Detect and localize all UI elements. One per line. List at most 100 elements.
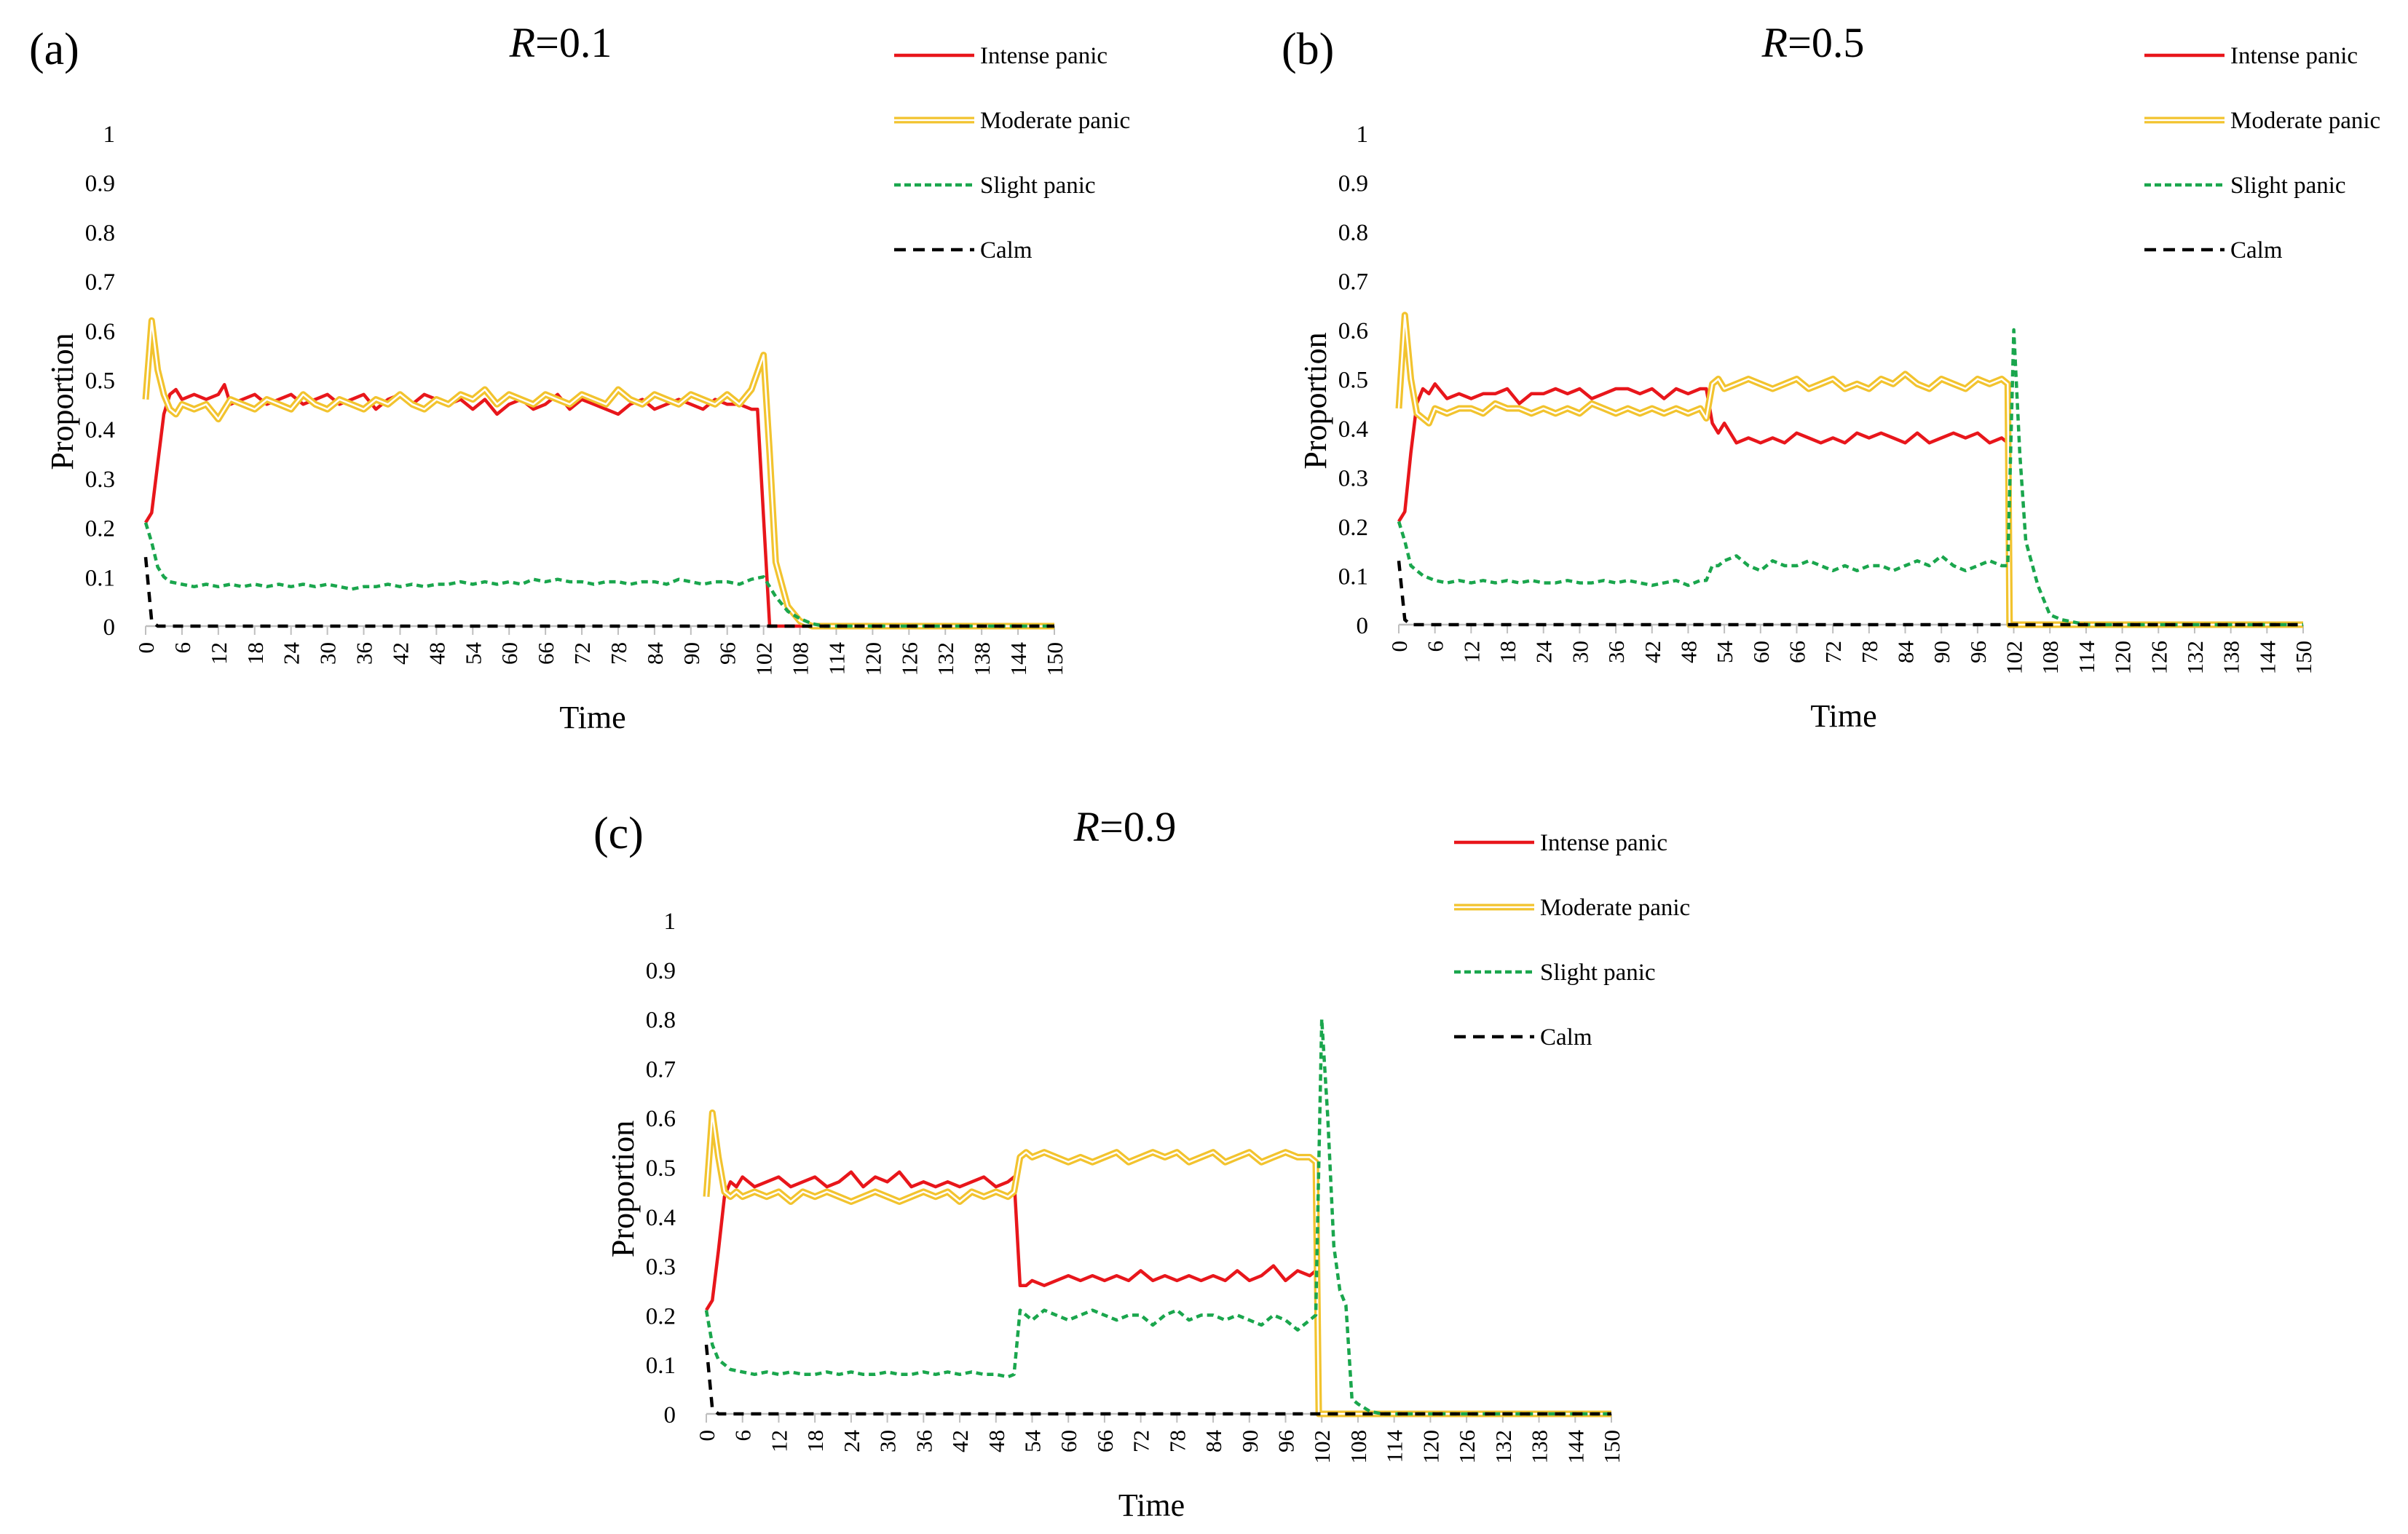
y-tick-label: 0.6 [85, 319, 115, 345]
x-tick-label: 150 [2291, 641, 2316, 675]
x-tick-label: 90 [1929, 641, 1954, 663]
y-tick-label: 0.1 [85, 565, 115, 591]
x-tick-label: 126 [2146, 641, 2171, 675]
legend-label: Calm [1540, 1024, 1592, 1051]
y-tick-label: 1 [1357, 122, 1369, 148]
x-tick-label: 48 [424, 642, 449, 665]
y-tick-label: 0.7 [646, 1056, 676, 1083]
y-tick-label: 0.2 [646, 1303, 676, 1329]
y-tick-label: 0.8 [646, 1008, 676, 1034]
chart-title: R=0.5 [1761, 19, 1865, 66]
legend-label: Intense panic [1540, 830, 1667, 856]
y-tick-label: 0.9 [646, 958, 676, 984]
y-tick-label: 0.2 [85, 516, 115, 542]
x-tick-label: 114 [2074, 641, 2099, 674]
x-tick-label: 84 [1201, 1430, 1226, 1453]
legend-label: Slight panic [2230, 173, 2346, 199]
x-tick-label: 60 [1748, 641, 1774, 663]
chart-title-variable: R [1073, 803, 1100, 850]
x-tick-label: 96 [1965, 641, 1991, 663]
legend-label: Moderate panic [2230, 108, 2380, 134]
chart-title-value: =0.1 [535, 19, 612, 66]
y-tick-label: 0 [103, 614, 116, 641]
x-tick-label: 138 [969, 642, 995, 676]
chart-title-variable: R [1761, 19, 1788, 66]
x-tick-label: 6 [1423, 641, 1448, 652]
x-tick-label: 66 [533, 642, 558, 665]
y-tick-label: 0.5 [1338, 368, 1368, 394]
chart-title-variable: R [509, 19, 535, 66]
x-tick-label: 126 [896, 642, 922, 676]
chart-panel-c: (c) R=0.900.10.20.30.40.50.60.70.80.910 6 1… [593, 803, 1690, 1523]
legend-label: Calm [980, 237, 1033, 264]
x-axis-label: Time [559, 700, 625, 735]
y-tick-label: 0 [1357, 613, 1369, 639]
y-axis-label: Proportion [44, 333, 80, 470]
series-calm-line [1397, 561, 2303, 627]
x-tick-label: 6 [730, 1430, 756, 1442]
x-tick-label: 54 [1019, 1430, 1045, 1453]
x-tick-label: 72 [569, 642, 595, 665]
x-tick-label: 12 [766, 1430, 792, 1452]
x-tick-label: 84 [1893, 641, 1919, 664]
series-moderate-panic-line-inner [1397, 314, 2303, 626]
legend-label: Slight panic [1540, 960, 1656, 986]
x-tick-label: 150 [1599, 1430, 1625, 1464]
series-intense-panic-line [1397, 382, 2303, 627]
x-tick-label: 120 [860, 642, 885, 676]
x-tick-label: 120 [2110, 641, 2136, 675]
y-tick-label: 0.2 [1338, 515, 1368, 541]
x-tick-label: 96 [1274, 1430, 1299, 1452]
y-axis-label: Proportion [1298, 332, 1333, 469]
x-tick-label: 144 [1563, 1430, 1588, 1464]
y-tick-label: 0.4 [646, 1205, 676, 1231]
x-tick-label: 84 [642, 642, 668, 665]
x-tick-label: 138 [1527, 1430, 1552, 1464]
x-tick-label: 18 [242, 642, 268, 665]
series-moderate-panic-line [142, 317, 1054, 630]
x-tick-label: 36 [352, 642, 377, 665]
x-tick-label: 114 [1382, 1430, 1408, 1463]
x-tick-label: 138 [2219, 641, 2244, 675]
x-tick-label: 132 [1491, 1430, 1516, 1464]
y-tick-label: 0 [664, 1402, 676, 1428]
legend-label: Moderate panic [1540, 895, 1690, 921]
series-moderate-panic-line-inner [144, 320, 1054, 628]
x-tick-label: 78 [1857, 641, 1882, 663]
x-tick-label: 54 [460, 642, 486, 665]
y-tick-label: 0.7 [1338, 269, 1368, 296]
chart-title: R=0.9 [1073, 803, 1177, 850]
x-axis-label: Time [1810, 698, 1876, 734]
x-tick-label: 66 [1092, 1430, 1118, 1452]
x-tick-label: 24 [839, 1430, 864, 1453]
series-moderate-panic-line-inner [705, 1112, 1611, 1415]
series-moderate-panic-line-outer [703, 1109, 1611, 1418]
x-tick-label: 72 [1820, 641, 1846, 663]
x-tick-label: 0 [133, 642, 159, 654]
x-tick-label: 72 [1129, 1430, 1154, 1452]
y-tick-label: 0.5 [646, 1155, 676, 1182]
x-tick-label: 96 [715, 642, 741, 665]
x-tick-label: 126 [1454, 1430, 1480, 1464]
y-tick-label: 0.8 [1338, 220, 1368, 246]
chart-panel-b: (b) R=0.500.10.20.30.40.50.60.70.80.910 6 1… [1282, 19, 2380, 734]
y-tick-label: 0.3 [646, 1254, 676, 1281]
legend-label: Intense panic [2230, 43, 2358, 69]
y-tick-label: 0.1 [646, 1353, 676, 1379]
x-tick-label: 30 [315, 642, 341, 665]
x-tick-label: 42 [947, 1430, 973, 1452]
y-tick-label: 0.4 [85, 417, 115, 443]
x-tick-label: 48 [1675, 641, 1701, 663]
x-tick-label: 36 [1603, 641, 1629, 663]
x-tick-label: 0 [694, 1430, 719, 1442]
chart-title: R=0.1 [509, 19, 612, 66]
y-tick-label: 1 [103, 122, 116, 148]
series-intense-panic-line [144, 383, 1054, 628]
x-tick-label: 144 [2254, 641, 2280, 675]
x-tick-label: 18 [1495, 641, 1520, 663]
x-tick-label: 108 [788, 642, 813, 676]
x-tick-label: 60 [497, 642, 522, 665]
legend-label: Calm [2230, 237, 2283, 264]
y-tick-label: 1 [664, 909, 676, 935]
